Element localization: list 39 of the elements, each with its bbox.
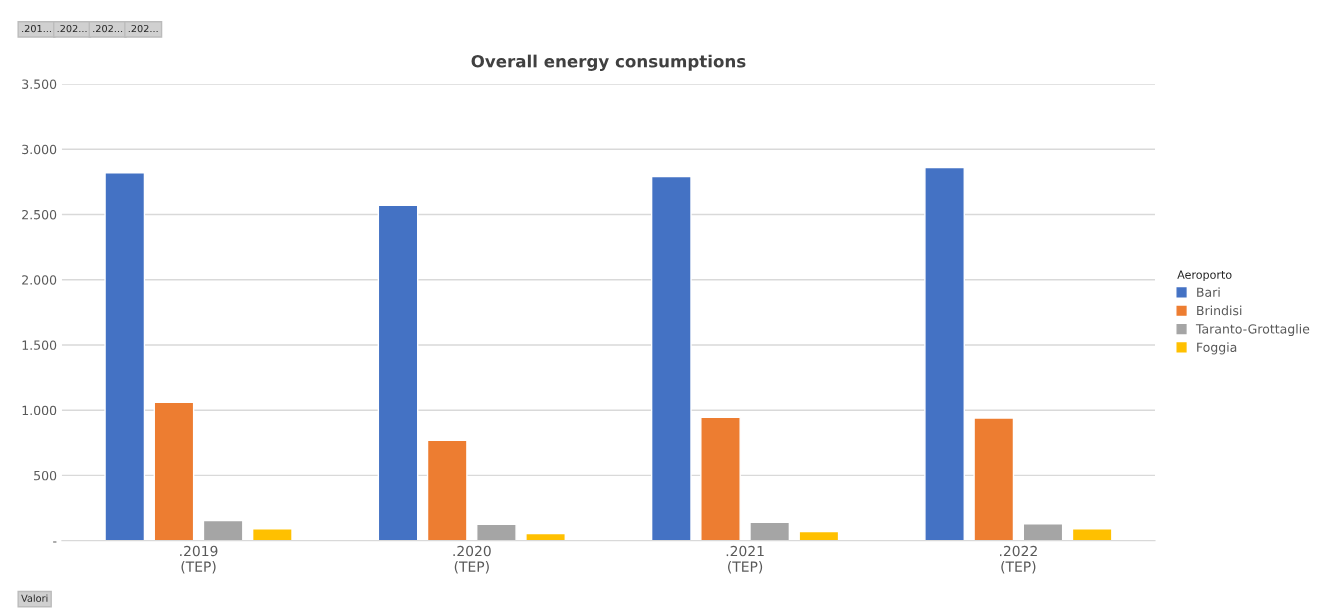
bar <box>153 401 195 541</box>
text: Valori <box>21 594 48 602</box>
bar <box>1022 523 1064 541</box>
chart-title: Overall energy consumptions <box>471 54 746 71</box>
x-tick-label: .2019 (TEP) <box>180 545 218 574</box>
legend-label: Brindisi <box>1197 305 1242 316</box>
y-tick-label: 2.000 <box>22 275 57 285</box>
bar <box>377 204 419 541</box>
bar <box>476 523 517 541</box>
legend-label: Taranto-Grottaglie <box>1195 323 1310 337</box>
legend-label: Foggia <box>1197 342 1237 355</box>
text: .202... <box>57 24 87 33</box>
text: .202... <box>93 24 123 33</box>
x-tick-label: .2020 (TEP) <box>453 545 491 574</box>
bar <box>251 528 293 541</box>
legend-title: Aeroporto <box>1177 270 1232 281</box>
y-tick-label: - <box>53 541 57 543</box>
text: .201... <box>22 24 51 33</box>
legend-label: Bari <box>1197 287 1220 297</box>
bar <box>924 166 965 541</box>
x-tick-label: .2021 (TEP) <box>726 545 764 574</box>
bar <box>525 532 566 541</box>
y-tick-label: 2.500 <box>22 209 57 220</box>
y-tick-label: 3.000 <box>22 144 57 155</box>
bar <box>700 416 741 541</box>
x-tick-label: .2022 (TEP) <box>999 545 1037 574</box>
bar <box>749 521 791 541</box>
y-tick-label: 1.000 <box>22 405 57 416</box>
y-tick-label: 500 <box>34 470 57 481</box>
text: .202... <box>128 24 158 33</box>
y-tick-label: 1.500 <box>22 340 57 350</box>
bar <box>202 519 244 541</box>
bar <box>798 530 840 541</box>
bar <box>1071 528 1113 541</box>
y-tick-label: 3.500 <box>22 79 57 89</box>
bar <box>426 439 468 541</box>
bar <box>650 175 692 541</box>
bar <box>973 417 1015 541</box>
bar <box>104 172 146 541</box>
